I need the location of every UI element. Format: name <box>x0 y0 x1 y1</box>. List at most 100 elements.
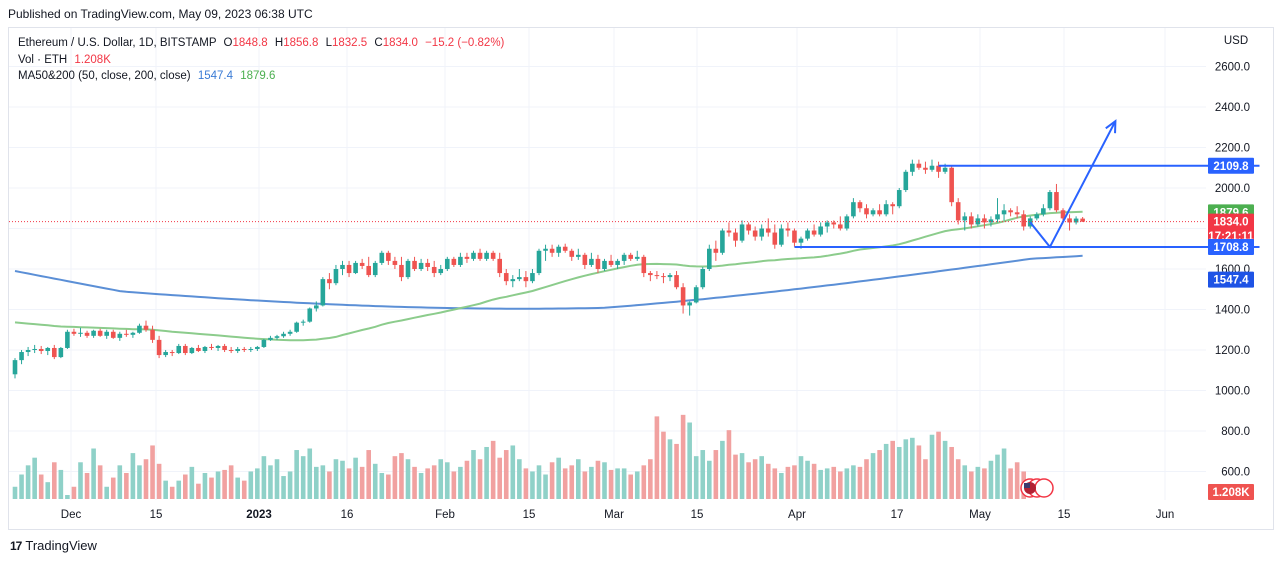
volume-bar <box>392 456 398 499</box>
volume-bar <box>870 453 876 499</box>
volume-bar <box>759 456 764 499</box>
volume-label: Vol · ETH <box>18 53 68 66</box>
volume-bar <box>674 443 679 499</box>
candle <box>687 301 692 316</box>
volume-bar <box>1014 462 1020 499</box>
volume-badge-text: 1.208K <box>1212 487 1250 499</box>
candle <box>549 244 555 257</box>
candle-body <box>995 214 1000 220</box>
candle <box>484 250 489 261</box>
volume-bar <box>471 450 476 499</box>
change-value: −15.2 (−0.82%) <box>425 37 505 49</box>
currency-label: USD <box>1224 35 1248 47</box>
candle <box>752 226 758 241</box>
candle <box>137 323 142 334</box>
volume-bar <box>562 468 568 499</box>
candle <box>445 256 450 272</box>
candle-body <box>379 252 385 263</box>
volume-bar <box>955 459 961 499</box>
candle <box>595 254 601 274</box>
volume-bar <box>700 450 706 499</box>
candle <box>222 343 227 353</box>
candle-body <box>25 350 31 353</box>
price-tick-label: 1200.0 <box>1215 345 1250 357</box>
volume-bar <box>202 472 208 499</box>
close-label: C <box>374 37 383 49</box>
candle <box>1008 208 1013 217</box>
volume-bar <box>910 437 915 499</box>
moving-averages <box>14 210 1083 342</box>
candle-body <box>589 258 594 265</box>
candle <box>556 244 561 257</box>
candle <box>124 329 129 337</box>
candle-body <box>582 254 588 265</box>
candle-body <box>268 337 273 340</box>
candle-body <box>405 260 411 278</box>
candle-body <box>471 252 476 259</box>
candle <box>425 258 430 272</box>
candle-body <box>294 322 299 332</box>
volume-bar <box>838 471 843 499</box>
volume-bar <box>71 486 77 499</box>
candle <box>916 159 922 170</box>
candle-body <box>654 275 660 277</box>
volume-bar <box>995 454 1000 499</box>
candle <box>765 218 771 237</box>
price-tick-label: 2400.0 <box>1215 102 1250 114</box>
volume-bar <box>713 450 719 499</box>
volume-bar <box>739 453 745 499</box>
candle <box>739 220 745 243</box>
volume-bar <box>91 448 96 499</box>
volume-bar <box>654 416 660 499</box>
candle-body <box>831 222 837 225</box>
price-badge-bg <box>1208 238 1254 255</box>
volume-bar <box>936 431 941 499</box>
volume-bar <box>969 471 974 499</box>
volume-bar <box>982 468 987 499</box>
candle <box>418 258 424 272</box>
candle-body <box>838 224 843 229</box>
candle <box>654 271 660 280</box>
candle <box>772 224 778 249</box>
candle-body <box>490 252 496 259</box>
volume-bar <box>890 440 895 499</box>
candle <box>235 346 240 354</box>
volume-bar <box>379 472 385 499</box>
candle-body <box>805 230 810 239</box>
candle <box>949 165 954 207</box>
candle-body <box>38 348 44 352</box>
time-tick-label: 15 <box>691 509 704 521</box>
candle <box>503 269 509 286</box>
volume-bar <box>235 477 240 499</box>
volume-bar <box>608 469 614 499</box>
candle-body <box>307 308 313 322</box>
volume-bar <box>805 460 810 499</box>
candle-body <box>497 258 502 274</box>
candle-body <box>949 167 954 203</box>
volume-bar <box>824 468 830 499</box>
candle-body <box>1034 214 1040 219</box>
candle-body <box>752 230 758 237</box>
price-tick-label: 1000.0 <box>1215 386 1250 398</box>
volume-bar <box>110 477 116 499</box>
candle-body <box>969 216 974 225</box>
candle <box>281 331 286 338</box>
candle <box>831 220 837 229</box>
candle-body <box>84 332 90 336</box>
volume-bar <box>438 459 444 499</box>
candle-body <box>720 230 725 253</box>
candle <box>346 260 352 278</box>
candle-body <box>811 230 817 235</box>
ma200-line <box>14 254 1083 310</box>
candle-body <box>314 305 319 309</box>
time-tick-label: 17 <box>891 509 904 521</box>
candle-body <box>1014 212 1020 215</box>
candle-body <box>235 348 240 352</box>
candle-body <box>104 331 109 336</box>
volume-bar <box>78 462 83 499</box>
candle <box>97 328 103 337</box>
candle <box>936 161 941 178</box>
candle-body <box>19 352 24 361</box>
volume-bar <box>451 471 457 499</box>
